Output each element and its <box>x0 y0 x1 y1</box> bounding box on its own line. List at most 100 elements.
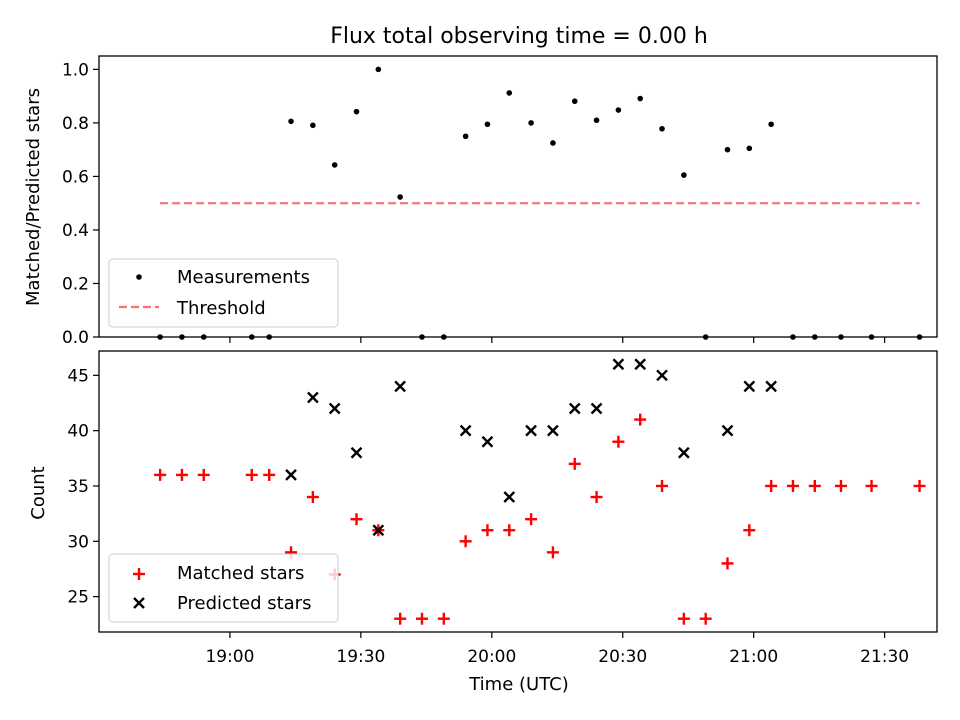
chart-title: Flux total observing time = 0.00 h <box>330 24 708 49</box>
counts-y-ticks: 25 30 35 40 45 <box>67 366 99 608</box>
ratio-legend-box <box>108 258 339 328</box>
matched-star-point <box>743 524 756 537</box>
predicted-star-point <box>678 446 690 459</box>
x-tick-label: 21:30 <box>860 647 909 667</box>
matched-star-point <box>154 468 167 481</box>
x-marker-b <box>612 358 625 371</box>
measurement-point <box>768 121 774 128</box>
x-marker-b <box>328 402 341 415</box>
measurement-point <box>659 125 665 132</box>
predicted-star-point <box>285 469 297 481</box>
matched-star-point <box>721 557 734 570</box>
predicted-star-point <box>372 524 385 537</box>
y-tick-label: 0.8 <box>62 114 89 134</box>
predicted-legend-label: Predicted stars <box>177 593 311 614</box>
matched-legend-marker <box>133 568 145 580</box>
matched-star-point <box>834 479 847 492</box>
x-marker-b <box>372 524 385 537</box>
x-tick-label: 19:00 <box>205 647 254 667</box>
predicted-star-point <box>307 391 319 404</box>
matched-legend-label: Matched stars <box>177 563 304 584</box>
predicted-star-point <box>590 402 603 415</box>
matched-star-point <box>765 479 778 492</box>
measurement-point <box>506 90 513 96</box>
predicted-star-point <box>503 491 516 503</box>
ratio-marks <box>157 66 923 340</box>
x-tick-label: 19:30 <box>336 647 385 667</box>
predicted-star-point <box>743 380 756 393</box>
measurement-point <box>375 66 382 73</box>
predicted-star-point <box>547 424 559 437</box>
x-marker-b <box>394 380 407 393</box>
predicted-star-point <box>765 380 777 393</box>
predicted-star-point <box>328 402 341 415</box>
ratio-plot-frame <box>98 55 938 338</box>
measurement-point <box>550 140 556 146</box>
matched-star-point <box>612 435 625 448</box>
measurement-point <box>462 133 469 140</box>
predicted-star-point <box>612 358 625 371</box>
x-marker-b <box>656 369 668 382</box>
y-tick-label: 25 <box>67 588 89 608</box>
ratio-x-ticks <box>229 337 886 343</box>
matched-star-point <box>808 479 821 492</box>
measurements-legend-label: Measurements <box>177 267 310 288</box>
threshold-legend-label: Threshold <box>176 298 266 319</box>
x-marker-b <box>307 391 319 404</box>
measurement-point <box>288 118 294 125</box>
predicted-star-point <box>459 424 472 437</box>
matched-star-point <box>525 513 538 526</box>
y-tick-label: 1.0 <box>62 60 89 80</box>
predicted-star-point <box>481 435 494 448</box>
matched-star-point <box>197 468 210 481</box>
x-marker-b <box>547 424 559 437</box>
matched-star-point <box>350 513 363 526</box>
measurements-legend-marker <box>136 274 142 280</box>
y-tick-label: 0.6 <box>62 167 89 187</box>
x-tick-label: 20:00 <box>467 647 516 667</box>
predicted-legend-marker <box>133 597 145 609</box>
counts-legend-box <box>108 553 339 623</box>
matched-star-point <box>437 612 450 625</box>
x-tick-label: 20:30 <box>598 647 647 667</box>
matched-star-point <box>394 612 407 625</box>
ratio-panel: 0.0 0.2 0.4 0.6 0.8 1.0 Matched/Predicted sta… <box>23 55 938 348</box>
x-marker-b <box>721 424 734 437</box>
matched-star-point <box>590 491 603 504</box>
matched-star-point <box>415 612 428 625</box>
matched-star-point <box>459 535 472 548</box>
matched-star-point <box>263 468 276 481</box>
counts-legend: Matched stars Predicted stars <box>108 553 339 623</box>
matched-star-point <box>481 524 494 537</box>
ratio-legend: Measurements Threshold <box>108 258 339 328</box>
predicted-star-point <box>634 358 647 371</box>
x-marker-b <box>525 424 537 437</box>
matched-star-point <box>786 479 799 492</box>
measurement-point <box>746 145 753 152</box>
y-tick-label: 0.2 <box>62 274 89 294</box>
predicted-star-point <box>394 380 407 393</box>
x-axis-label: Time (UTC) <box>468 674 569 695</box>
predicted-star-point <box>656 369 668 382</box>
measurement-point <box>331 162 338 168</box>
predicted-star-point <box>568 402 581 415</box>
measurement-point <box>310 122 316 129</box>
x-marker-b <box>678 446 690 459</box>
measurement-point <box>681 172 687 178</box>
y-tick-label: 40 <box>67 422 89 442</box>
y-tick-label: 45 <box>67 366 89 386</box>
measurement-point <box>615 107 622 113</box>
x-marker-b <box>503 491 516 503</box>
measurement-point <box>593 117 600 124</box>
x-marker-b <box>459 424 472 437</box>
x-marker-b <box>634 358 647 371</box>
x-marker-b <box>765 380 777 393</box>
counts-marks <box>154 358 926 625</box>
matched-star-point <box>656 479 669 492</box>
measurement-point <box>484 121 491 128</box>
matched-star-point <box>503 524 516 537</box>
predicted-star-point <box>350 446 363 459</box>
matched-star-point <box>677 612 690 625</box>
matched-star-point <box>175 468 188 481</box>
